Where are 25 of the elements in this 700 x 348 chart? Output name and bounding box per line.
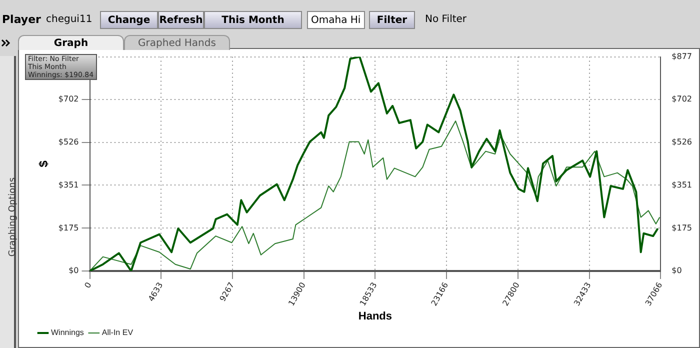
y2-tick-label: $175 bbox=[672, 223, 692, 232]
x-tick-label: 0 bbox=[82, 280, 94, 290]
y2-tick-label: $702 bbox=[672, 94, 692, 104]
y2-tick-label: $0 bbox=[672, 266, 682, 276]
text: Graphing Options bbox=[8, 176, 18, 259]
y-tick-label: $526 bbox=[58, 138, 79, 147]
y-axis-title: $ bbox=[36, 160, 51, 168]
text: This Month bbox=[204, 11, 302, 29]
x-axis-title: Hands bbox=[358, 310, 392, 322]
text: Change bbox=[100, 11, 158, 29]
y-tick-label: $0 bbox=[68, 266, 79, 276]
text: chegui11 bbox=[46, 12, 92, 26]
text: No Filter bbox=[425, 12, 467, 26]
legend-label: All-In EV bbox=[102, 328, 134, 338]
y2-tick-label: $877 bbox=[672, 52, 692, 61]
legend-label: Winnings bbox=[51, 328, 84, 338]
text: Refresh bbox=[158, 11, 204, 29]
y2-tick-label: $351 bbox=[672, 180, 692, 190]
text: Filter bbox=[369, 11, 415, 29]
y-tick-label: $702 bbox=[58, 94, 79, 104]
y-tick-label: $175 bbox=[58, 223, 79, 232]
text: Omaha Hi bbox=[307, 11, 365, 29]
y2-tick-label: $526 bbox=[672, 138, 692, 147]
y-tick-label: $351 bbox=[58, 180, 79, 190]
text: Player bbox=[2, 12, 41, 28]
